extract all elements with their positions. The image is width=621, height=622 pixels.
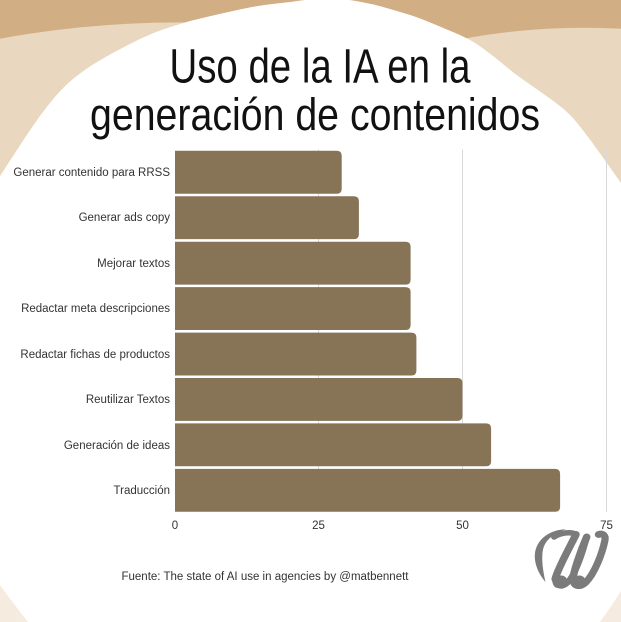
svg-text:Redactar fichas de productos: Redactar fichas de productos (20, 349, 170, 361)
svg-text:Reutilizar Textos: Reutilizar Textos (86, 394, 170, 406)
svg-text:25: 25 (312, 520, 325, 532)
svg-text:Redactar meta descripciones: Redactar meta descripciones (21, 303, 170, 315)
svg-text:50: 50 (456, 520, 469, 532)
svg-text:generación de contenidos: generación de contenidos (90, 89, 540, 140)
svg-text:Generar ads copy: Generar ads copy (79, 212, 171, 224)
svg-text:Uso de la IA en la: Uso de la IA en la (170, 40, 471, 94)
svg-text:75: 75 (600, 520, 613, 532)
svg-text:Fuente: The state of AI use in: Fuente: The state of AI use in agencies … (121, 571, 409, 583)
svg-text:Generar contenido para RRSS: Generar contenido para RRSS (13, 167, 170, 179)
svg-text:Generación de ideas: Generación de ideas (64, 440, 170, 452)
svg-text:Traducción: Traducción (114, 485, 170, 497)
svg-text:0: 0 (172, 520, 178, 532)
svg-text:Mejorar textos: Mejorar textos (97, 258, 170, 270)
